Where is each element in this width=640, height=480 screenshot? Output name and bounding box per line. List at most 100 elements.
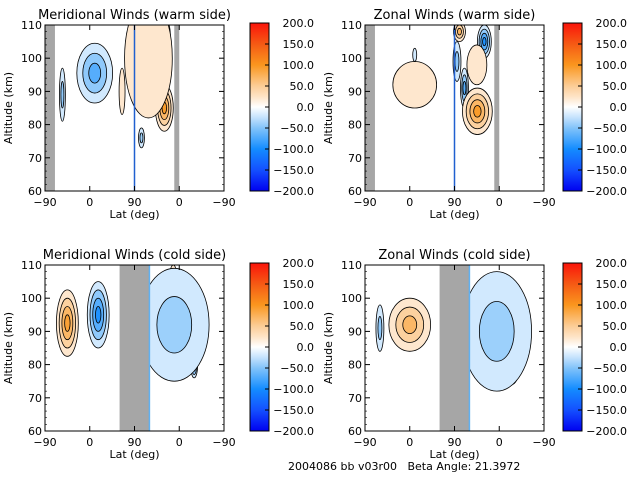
y-tick-label: 110 xyxy=(21,259,42,272)
x-tick-label: −90 xyxy=(33,436,56,449)
y-tick-label: 110 xyxy=(341,19,362,32)
colorbar-tick-label: 150.0 xyxy=(283,38,315,51)
y-axis-label: Altitude (km) xyxy=(2,312,15,384)
y-tick-label: 100 xyxy=(341,52,362,65)
x-tick-label: 0 xyxy=(176,196,183,209)
colorbar-tick-label: −100.0 xyxy=(586,383,627,396)
y-tick-label: 60 xyxy=(348,185,362,198)
masked-band xyxy=(45,25,55,191)
y-tick-label: 90 xyxy=(348,325,362,338)
y-tick-label: 80 xyxy=(28,359,42,372)
x-axis-label: Lat (deg) xyxy=(430,208,480,221)
x-tick-label: −90 xyxy=(532,196,555,209)
colorbar-tick-label: −200.0 xyxy=(586,425,627,438)
colorbar-tick-label: 0.0 xyxy=(610,101,628,114)
contour-level xyxy=(392,61,438,109)
y-tick-label: 60 xyxy=(28,185,42,198)
chart-title: Zonal Winds (warm side) xyxy=(374,8,536,23)
x-axis-label: Lat (deg) xyxy=(430,448,480,461)
colorbar-tick-label: 100.0 xyxy=(283,59,315,72)
contour-level xyxy=(64,314,71,332)
y-tick-label: 70 xyxy=(28,152,42,165)
y-axis-label: Altitude (km) xyxy=(322,72,335,144)
x-tick-label: 90 xyxy=(448,436,462,449)
x-tick-label: 0 xyxy=(406,196,413,209)
colorbar-tick-label: 50.0 xyxy=(603,80,628,93)
plot-area xyxy=(45,25,224,191)
y-tick-label: 100 xyxy=(21,292,42,305)
y-tick-label: 80 xyxy=(348,119,362,132)
colorbar-tick-label: −50.0 xyxy=(280,122,314,135)
x-tick-label: 0 xyxy=(496,436,503,449)
contour-level xyxy=(482,37,487,47)
colorbar-tick-label: −150.0 xyxy=(273,404,314,417)
contour-level xyxy=(124,25,173,119)
colorbar-tick-label: 200.0 xyxy=(283,257,315,270)
contour-level xyxy=(473,105,482,118)
colorbar-tick-label: −50.0 xyxy=(593,122,627,135)
x-tick-label: 90 xyxy=(128,196,142,209)
masked-band xyxy=(174,25,180,191)
y-tick-label: 100 xyxy=(21,52,42,65)
chart-title: Zonal Winds (cold side) xyxy=(378,248,530,263)
contour-level xyxy=(88,62,102,84)
colorbar-tick-label: 150.0 xyxy=(596,278,628,291)
y-tick-label: 80 xyxy=(28,119,42,132)
contour-level xyxy=(466,44,488,86)
contour-level xyxy=(95,306,102,324)
colorbar-tick-label: 100.0 xyxy=(596,299,628,312)
contour-level xyxy=(454,51,460,72)
colorbar-tick-label: −50.0 xyxy=(593,362,627,375)
y-tick-label: 110 xyxy=(21,19,42,32)
colorbar-tick-label: 200.0 xyxy=(596,17,628,30)
colorbar-tick-label: −200.0 xyxy=(273,425,314,438)
x-tick-label: −90 xyxy=(353,196,376,209)
colorbar-tick-label: −150.0 xyxy=(273,164,314,177)
chart-title: Meridional Winds (warm side) xyxy=(38,8,231,23)
colorbar-tick-label: 150.0 xyxy=(596,38,628,51)
y-tick-label: 90 xyxy=(28,325,42,338)
masked-band xyxy=(119,265,150,431)
y-tick-label: 70 xyxy=(348,392,362,405)
x-tick-label: −90 xyxy=(212,196,235,209)
x-tick-label: −90 xyxy=(33,196,56,209)
colorbar-tick-label: −100.0 xyxy=(586,143,627,156)
y-tick-label: 110 xyxy=(341,259,362,272)
colorbar-tick-label: −150.0 xyxy=(586,164,627,177)
plot-area xyxy=(45,265,224,431)
contour-level xyxy=(377,316,383,341)
y-tick-label: 60 xyxy=(348,425,362,438)
contour-level xyxy=(156,296,193,354)
y-tick-label: 70 xyxy=(348,152,362,165)
colorbar-tick-label: −150.0 xyxy=(586,404,627,417)
chart-title: Meridional Winds (cold side) xyxy=(43,248,226,263)
x-tick-label: −90 xyxy=(532,436,555,449)
x-tick-label: 0 xyxy=(496,196,503,209)
colorbar-tick-label: 50.0 xyxy=(290,320,315,333)
colorbar-tick-label: 200.0 xyxy=(283,17,315,30)
x-tick-label: 0 xyxy=(176,436,183,449)
plot-area xyxy=(365,25,544,191)
x-axis-label: Lat (deg) xyxy=(110,208,160,221)
colorbar-tick-label: 0.0 xyxy=(297,101,315,114)
y-tick-label: 70 xyxy=(28,392,42,405)
colorbar-tick-label: 50.0 xyxy=(290,80,315,93)
colorbar-tick-label: −50.0 xyxy=(280,362,314,375)
colorbar-tick-label: 50.0 xyxy=(603,320,628,333)
x-axis-label: Lat (deg) xyxy=(110,448,160,461)
date-code: 2004086 bb v03r00 xyxy=(288,460,397,473)
panel-2: Zonal Winds (warm side) 60 70 80 90 100 110 −90… xyxy=(322,8,627,221)
colorbar-tick-label: 200.0 xyxy=(596,257,628,270)
panel-1: Meridional Winds (warm side) 60 70 80 90 100 1… xyxy=(2,8,315,221)
y-axis-label: Altitude (km) xyxy=(2,72,15,144)
x-tick-label: 0 xyxy=(86,436,93,449)
colorbar-tick-label: 0.0 xyxy=(297,341,315,354)
x-tick-label: 90 xyxy=(448,196,462,209)
panel-4: Zonal Winds (cold side) 60 70 80 90 100 110 −90… xyxy=(322,248,627,461)
y-axis-label: Altitude (km) xyxy=(322,312,335,384)
x-tick-label: −90 xyxy=(353,436,376,449)
colorbar-tick-label: −100.0 xyxy=(273,143,314,156)
beta-angle-value: 21.3972 xyxy=(474,460,521,473)
x-tick-label: −90 xyxy=(212,436,235,449)
